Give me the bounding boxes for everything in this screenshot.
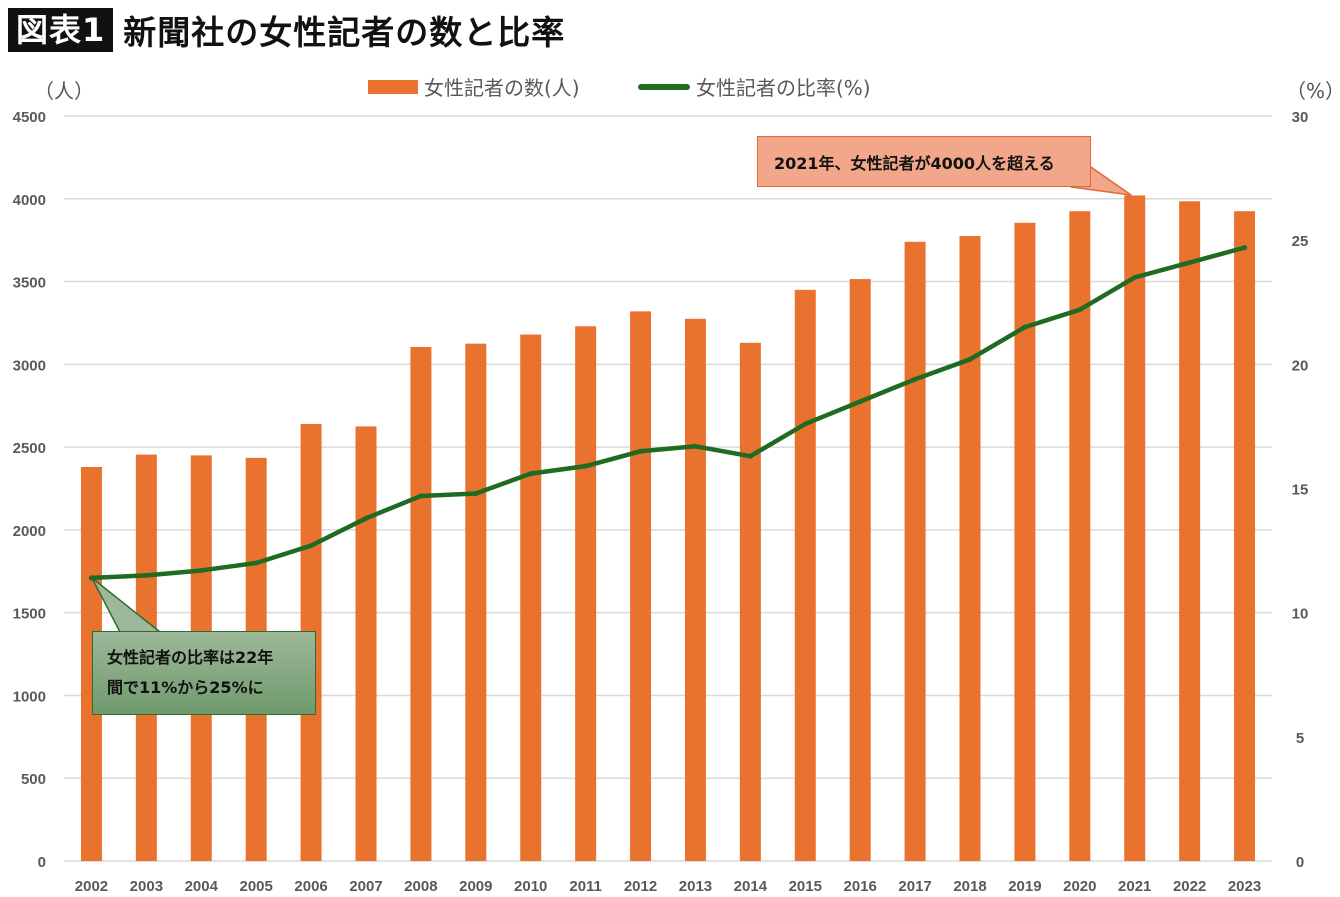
bar xyxy=(575,326,597,861)
x-tick-label: 2009 xyxy=(459,878,492,895)
bar xyxy=(794,289,816,861)
y-right-tick-label: 25 xyxy=(1292,233,1309,250)
y-left-tick-label: 0 xyxy=(38,854,46,871)
ratio-point xyxy=(692,443,698,449)
y-left-tick-label: 4000 xyxy=(13,192,46,209)
bar xyxy=(355,426,377,861)
bar xyxy=(684,318,706,861)
legend-line-label: 女性記者の比率(%) xyxy=(696,76,871,100)
ratio-point xyxy=(143,572,149,578)
x-tick-label: 2017 xyxy=(898,878,931,895)
ratio-point xyxy=(88,575,94,581)
annotation-ratio-text: 女性記者の比率は22年 間で11%から25%に xyxy=(107,648,274,697)
ratio-line xyxy=(89,245,1247,581)
y-right-tick-label: 30 xyxy=(1292,109,1309,126)
y-right-tick-label: 5 xyxy=(1296,730,1304,747)
x-tick-label: 2010 xyxy=(514,878,547,895)
bar xyxy=(904,241,926,862)
x-tick-label: 2007 xyxy=(349,878,382,895)
ratio-point xyxy=(747,453,753,459)
x-tick-label: 2008 xyxy=(404,878,437,895)
ratio-point xyxy=(1187,260,1193,266)
ratio-point xyxy=(967,356,973,362)
y-right-tick-label: 15 xyxy=(1292,482,1309,499)
ratio-point xyxy=(857,399,863,405)
y-left-tick-label: 1000 xyxy=(13,688,46,705)
right-axis-unit: （%） xyxy=(1286,79,1340,103)
x-tick-label: 2011 xyxy=(569,878,602,895)
bar xyxy=(1234,211,1256,861)
ratio-point xyxy=(912,376,918,382)
bar xyxy=(849,279,871,861)
x-tick-label: 2003 xyxy=(130,878,163,895)
chart-title: 図表1 新聞社の女性記者の数と比率 xyxy=(8,6,565,54)
y-left-tick-label: 4500 xyxy=(13,109,46,126)
bar xyxy=(520,334,542,861)
ratio-point xyxy=(418,493,424,499)
y-left-tick-label: 500 xyxy=(21,771,46,788)
ratio-point xyxy=(1077,307,1083,313)
x-tick-label: 2018 xyxy=(953,878,986,895)
bar xyxy=(80,466,102,861)
y-right-tick-label: 0 xyxy=(1296,854,1304,871)
x-tick-label: 2013 xyxy=(679,878,712,895)
ratio-point xyxy=(528,471,534,477)
bar xyxy=(1179,201,1201,861)
x-tick-label: 2014 xyxy=(734,878,768,895)
bar xyxy=(959,236,981,861)
title-badge: 図表1 xyxy=(8,8,114,52)
ratio-point xyxy=(308,543,314,549)
y-right-tick-label: 10 xyxy=(1292,606,1309,623)
y-left-tick-label: 1500 xyxy=(13,606,46,623)
x-tick-label: 2015 xyxy=(789,878,822,895)
annotation-2021: 2021年、女性記者が4000人を超える xyxy=(757,136,1091,187)
ratio-point xyxy=(363,515,369,521)
bar xyxy=(739,342,761,861)
bar-swatch-icon xyxy=(368,79,418,94)
x-tick-label: 2012 xyxy=(624,878,657,895)
ratio-point xyxy=(198,567,204,573)
legend-bar-label: 女性記者の数(人) xyxy=(424,76,580,100)
x-tick-label: 2021 xyxy=(1118,878,1151,895)
x-tick-label: 2016 xyxy=(843,878,876,895)
ratio-point xyxy=(473,490,479,496)
bar xyxy=(1014,222,1036,862)
x-tick-label: 2006 xyxy=(294,878,327,895)
x-tick-label: 2023 xyxy=(1228,878,1261,895)
x-tick-label: 2005 xyxy=(239,878,272,895)
ratio-point xyxy=(1242,245,1248,251)
ratio-point xyxy=(1022,324,1028,330)
y-left-tick-label: 2500 xyxy=(13,440,46,457)
x-tick-label: 2002 xyxy=(75,878,108,895)
annotation-2021-text: 2021年、女性記者が4000人を超える xyxy=(774,153,1055,173)
line-swatch-icon xyxy=(638,83,690,90)
ratio-point xyxy=(638,448,644,454)
ratio-point xyxy=(1132,274,1138,280)
bar xyxy=(465,343,487,861)
x-tick-label: 2019 xyxy=(1008,878,1041,895)
y-right-tick-label: 20 xyxy=(1292,357,1309,374)
legend-line: 女性記者の比率(%) xyxy=(638,72,871,101)
left-axis-unit: （人） xyxy=(34,79,94,103)
x-tick-label: 2022 xyxy=(1173,878,1206,895)
legend-bar: 女性記者の数(人) xyxy=(368,72,580,101)
title-text: 新聞社の女性記者の数と比率 xyxy=(123,13,566,52)
ratio-point xyxy=(583,463,589,469)
bar xyxy=(630,311,652,861)
bar xyxy=(1069,211,1091,861)
bar xyxy=(410,346,432,861)
x-tick-label: 2020 xyxy=(1063,878,1096,895)
x-tick-label: 2004 xyxy=(185,878,219,895)
ratio-point xyxy=(253,560,259,566)
y-left-tick-label: 3500 xyxy=(13,275,46,292)
y-left-tick-label: 3000 xyxy=(13,357,46,374)
ratio-point xyxy=(802,421,808,427)
annotation-ratio: 女性記者の比率は22年 間で11%から25%に xyxy=(92,631,316,715)
y-left-tick-label: 2000 xyxy=(13,523,46,540)
bar xyxy=(1124,195,1146,861)
